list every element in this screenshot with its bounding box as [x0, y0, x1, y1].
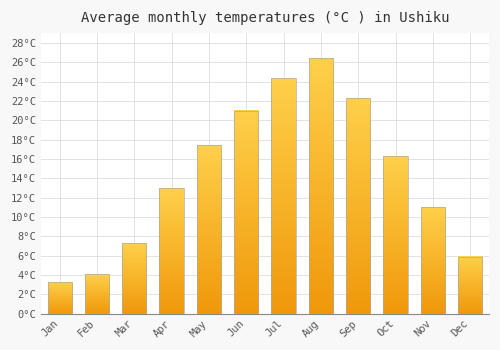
Bar [309, 58, 333, 314]
Bar [234, 111, 258, 314]
Bar [421, 207, 445, 314]
Bar [85, 274, 109, 314]
Bar [458, 257, 482, 314]
Bar [197, 145, 221, 314]
Bar [384, 156, 407, 314]
Bar [48, 282, 72, 314]
Bar [346, 98, 370, 314]
Bar [122, 243, 146, 314]
Title: Average monthly temperatures (°C ) in Ushiku: Average monthly temperatures (°C ) in Us… [80, 11, 449, 25]
Bar [160, 188, 184, 314]
Bar [272, 78, 295, 314]
